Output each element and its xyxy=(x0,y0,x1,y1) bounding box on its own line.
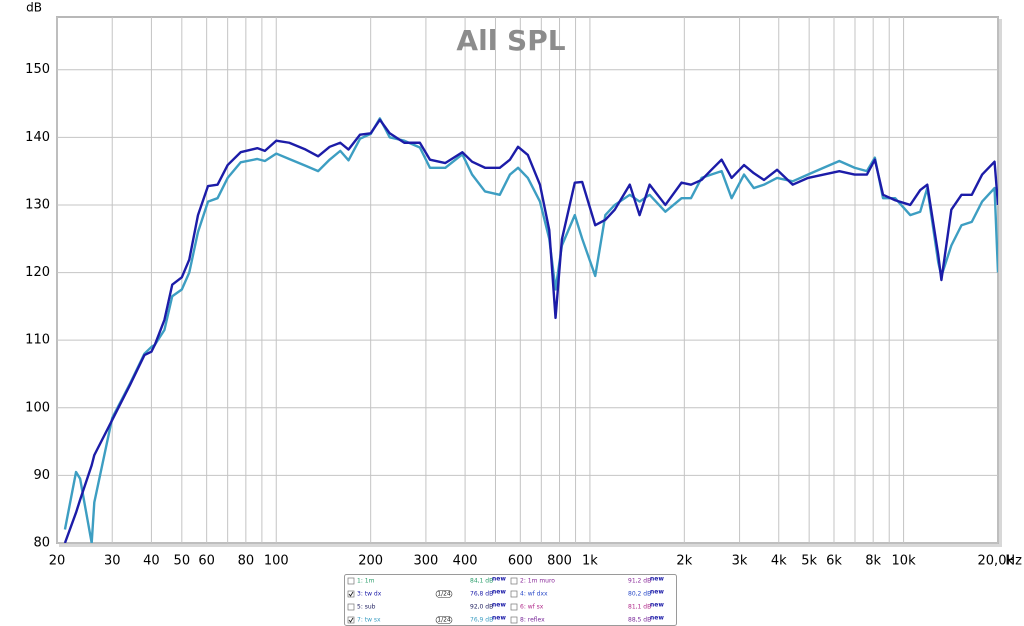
legend-level: 92,0 dB xyxy=(470,604,493,611)
y-tick-label: 120 xyxy=(25,265,50,280)
legend-checkbox xyxy=(347,616,355,624)
y-tick-label: 110 xyxy=(25,333,50,348)
x-tick-label: 100 xyxy=(264,554,289,569)
x-tick-label: 8k xyxy=(865,554,881,569)
legend-checkmark xyxy=(348,591,354,597)
x-tick-label: 60 xyxy=(198,554,215,569)
legend-checkbox xyxy=(347,603,355,611)
legend-label: 5: sub xyxy=(357,604,376,611)
lines xyxy=(63,117,998,543)
legend-level: 76,8 dB xyxy=(470,591,493,598)
x-tick-label: 80 xyxy=(238,554,255,569)
legend-badge: new xyxy=(650,602,664,609)
legend-badge: new xyxy=(492,602,506,609)
legend-level: 76,9 dB xyxy=(470,617,493,624)
legend-level: 88,5 dB xyxy=(628,617,651,624)
x-tick-label: 40 xyxy=(143,554,160,569)
legend-checkbox xyxy=(510,577,518,585)
legend-badge: new xyxy=(650,589,664,596)
legend-checkbox xyxy=(347,590,355,598)
legend-checkbox xyxy=(347,577,355,585)
x-tick-label: 5k xyxy=(801,554,817,569)
legend-checkbox xyxy=(510,590,518,598)
smoothing-label: 1/24 xyxy=(437,591,451,598)
x-tick-label: 1k xyxy=(582,554,598,569)
x-tick-label: 20,0k xyxy=(978,554,1015,569)
legend-label: 3: tw dx xyxy=(357,591,382,598)
smoothing-badge xyxy=(435,590,453,598)
legend-badge: new xyxy=(650,576,664,583)
x-tick-label: 300 xyxy=(413,554,438,569)
chart-title: All SPL xyxy=(456,24,565,57)
x-tick-label: 2k xyxy=(676,554,692,569)
legend-level: 80,2 dB xyxy=(628,591,651,598)
legend-level: 84,1 dB xyxy=(470,578,493,585)
y-tick-label: 90 xyxy=(33,468,50,483)
series-line xyxy=(63,118,998,543)
x-tick-label: 20 xyxy=(49,554,66,569)
x-tick-label: 3k xyxy=(732,554,748,569)
x-tick-label: 4k xyxy=(771,554,787,569)
series-line xyxy=(63,117,998,543)
smoothing-badge xyxy=(435,616,453,624)
grid xyxy=(56,17,999,544)
x-tick-label: 200 xyxy=(358,554,383,569)
y-tick-label: 130 xyxy=(25,197,50,212)
legend-label: 4: wf dxx xyxy=(520,591,548,598)
legend-level: 91,2 dB xyxy=(628,578,651,585)
x-tick-label: 600 xyxy=(508,554,533,569)
x-tick-label: 800 xyxy=(547,554,572,569)
legend-badge: new xyxy=(492,576,506,583)
y-tick-label: 140 xyxy=(25,130,50,145)
legend-label: 1: 1m xyxy=(357,578,375,585)
x-tick-label: 30 xyxy=(104,554,121,569)
x-tick-label: 50 xyxy=(174,554,191,569)
legend-badge: new xyxy=(492,615,506,622)
legend-label: 8: reflex xyxy=(520,617,545,624)
x-tick-label: 6k xyxy=(826,554,842,569)
legend-label: 6: wf sx xyxy=(520,604,544,611)
legend-checkbox xyxy=(510,603,518,611)
y-axis-label: dB xyxy=(26,1,42,15)
legend-label: 7: tw sx xyxy=(357,617,381,624)
trace-legend xyxy=(344,574,677,626)
x-tick-label: 400 xyxy=(453,554,478,569)
legend-checkbox xyxy=(510,616,518,624)
x-tick-label: 10k xyxy=(892,554,917,569)
y-tick-label: 150 xyxy=(25,62,50,77)
legend-level: 81,1 dB xyxy=(628,604,651,611)
legend-badge: new xyxy=(492,589,506,596)
smoothing-label: 1/24 xyxy=(437,617,451,624)
y-tick-label: 80 xyxy=(33,536,50,551)
plot-area xyxy=(56,16,999,544)
legend-badge: new xyxy=(650,615,664,622)
x-axis-label: Hz xyxy=(1005,554,1022,569)
legend-label: 2: 1m muro xyxy=(520,578,555,585)
legend-checkmark xyxy=(348,617,354,623)
y-tick-label: 100 xyxy=(25,400,50,415)
